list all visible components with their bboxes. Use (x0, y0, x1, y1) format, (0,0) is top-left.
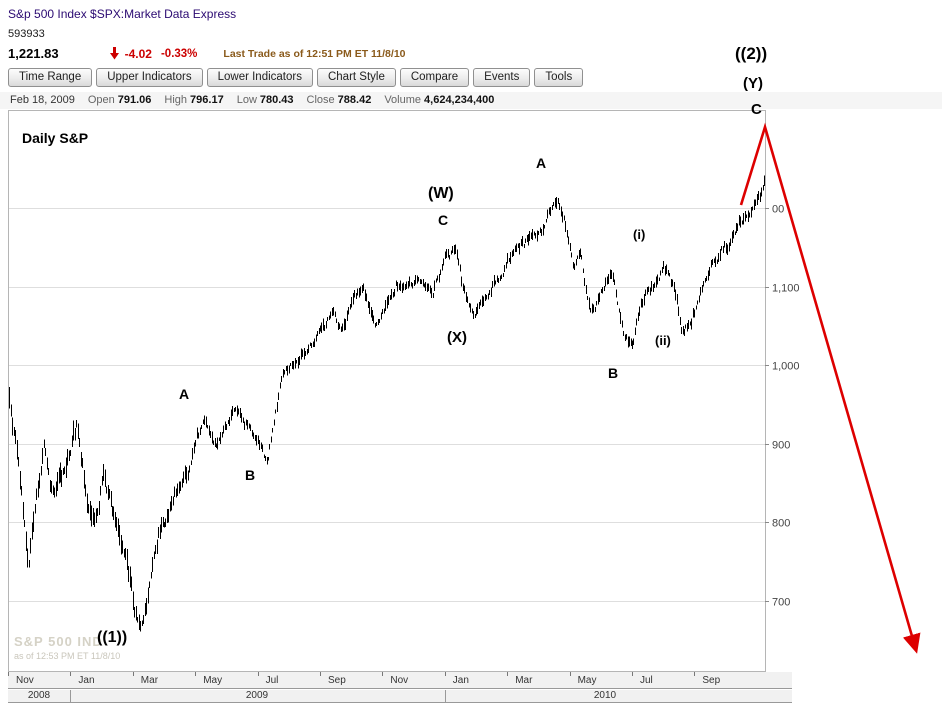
month-label: May (203, 675, 223, 686)
watermark-timestamp: as of 12:53 PM ET 11/8/10 (14, 651, 121, 661)
wave-annotation: (Y) (743, 75, 763, 92)
month-label: Mar (140, 675, 159, 686)
month-tick (507, 672, 509, 676)
month-label: Jan (78, 675, 95, 686)
price-chart-svg[interactable]: 00 1,100 1,000 900 800 700 (8, 110, 934, 672)
year-separator (445, 690, 446, 702)
month-tick (195, 672, 197, 676)
price-axis-label: 900 (772, 440, 790, 452)
toolbar-button-events[interactable]: Events (473, 68, 531, 87)
month-label: Jul (265, 675, 279, 686)
symbol-id: 593933 (8, 28, 45, 40)
price-axis-label: 00 (772, 204, 784, 216)
quote-summary: 1,221.83 -4.02 -0.33% Last Trade as of 1… (8, 45, 406, 62)
quote-field-open: Open 791.06 (87, 94, 152, 106)
month-label: May (577, 675, 597, 686)
quote-date: Feb 18, 2009 (10, 94, 75, 106)
toolbar-button-lower-indicators[interactable]: Lower Indicators (206, 68, 313, 87)
plot-border (8, 110, 766, 672)
price-axis-label: 1,000 (772, 361, 800, 373)
month-tick (320, 672, 321, 676)
price-bars (9, 175, 765, 632)
month-tick (382, 672, 384, 676)
year-axis: 2008 2009 2010 (8, 690, 792, 703)
chart-area[interactable]: 00 1,100 1,000 900 800 700 Daily S&P S&P 500 … (8, 110, 934, 672)
month-label: Jul (640, 675, 653, 686)
quote-field-low: Low 780.43 (236, 94, 294, 106)
month-tick (132, 672, 134, 676)
toolbar-button-time-range[interactable]: Time Range (8, 68, 93, 87)
price-change: -4.02 (124, 46, 152, 61)
toolbar-button-upper-indicators[interactable]: Upper Indicators (96, 68, 203, 87)
down-arrow-icon (109, 47, 120, 60)
toolbar: Time Range Upper Indicators Lower Indicato… (8, 68, 584, 87)
wave-annotation: ((2)) (735, 44, 768, 63)
price-axis-label: 700 (772, 597, 790, 609)
month-label: Sep (328, 675, 346, 686)
month-label: Sep (702, 675, 721, 686)
last-price: 1,221.83 (8, 46, 59, 61)
month-tick (444, 672, 446, 676)
month-label: Jan (452, 675, 469, 686)
price-change-percent: -0.33% (160, 47, 198, 60)
month-tick (694, 672, 696, 676)
quote-field-volume: Volume 4,624,234,400 (384, 94, 495, 106)
quote-field-high: High 796.17 (164, 94, 224, 106)
price-axis-label: 800 (772, 518, 790, 530)
month-label: Nov (16, 675, 34, 686)
quote-fields: Open 791.06 High 796.17 Low 780.43 Close 788.42… (75, 94, 495, 106)
month-tick (632, 672, 633, 676)
ohlc-quote-bar: Feb 18, 2009 Open 791.06 High 796.17 Low 780.4… (0, 92, 942, 109)
quote-field-close: Close 788.42 (306, 94, 372, 106)
year-label: 2010 (593, 690, 617, 701)
toolbar-button-chart-style[interactable]: Chart Style (316, 68, 396, 87)
projection-arrow (739, 122, 921, 654)
toolbar-button-compare[interactable]: Compare (399, 68, 470, 87)
month-tick (70, 672, 72, 676)
year-label: 2009 (245, 690, 269, 701)
year-separator (70, 690, 71, 702)
month-axis: Nov Jan Mar May Jul Sep Nov Jan Mar May Jul Sep (8, 672, 792, 689)
month-label: Nov (390, 675, 409, 686)
price-axis-label: 1,100 (772, 283, 800, 295)
toolbar-button-tools[interactable]: Tools (534, 68, 584, 87)
month-tick (569, 672, 571, 676)
month-tick (257, 672, 259, 676)
month-tick (8, 672, 9, 676)
app-title: S&p 500 Index $SPX:Market Data Express (8, 7, 237, 21)
chart-title: Daily S&P (22, 130, 89, 146)
watermark-text: S&P 500 IND (14, 634, 103, 649)
last-trade-time: Last Trade as of 12:51 PM ET 11/8/10 (223, 47, 406, 60)
year-label: 2008 (27, 690, 51, 701)
month-label: Mar (515, 675, 533, 686)
